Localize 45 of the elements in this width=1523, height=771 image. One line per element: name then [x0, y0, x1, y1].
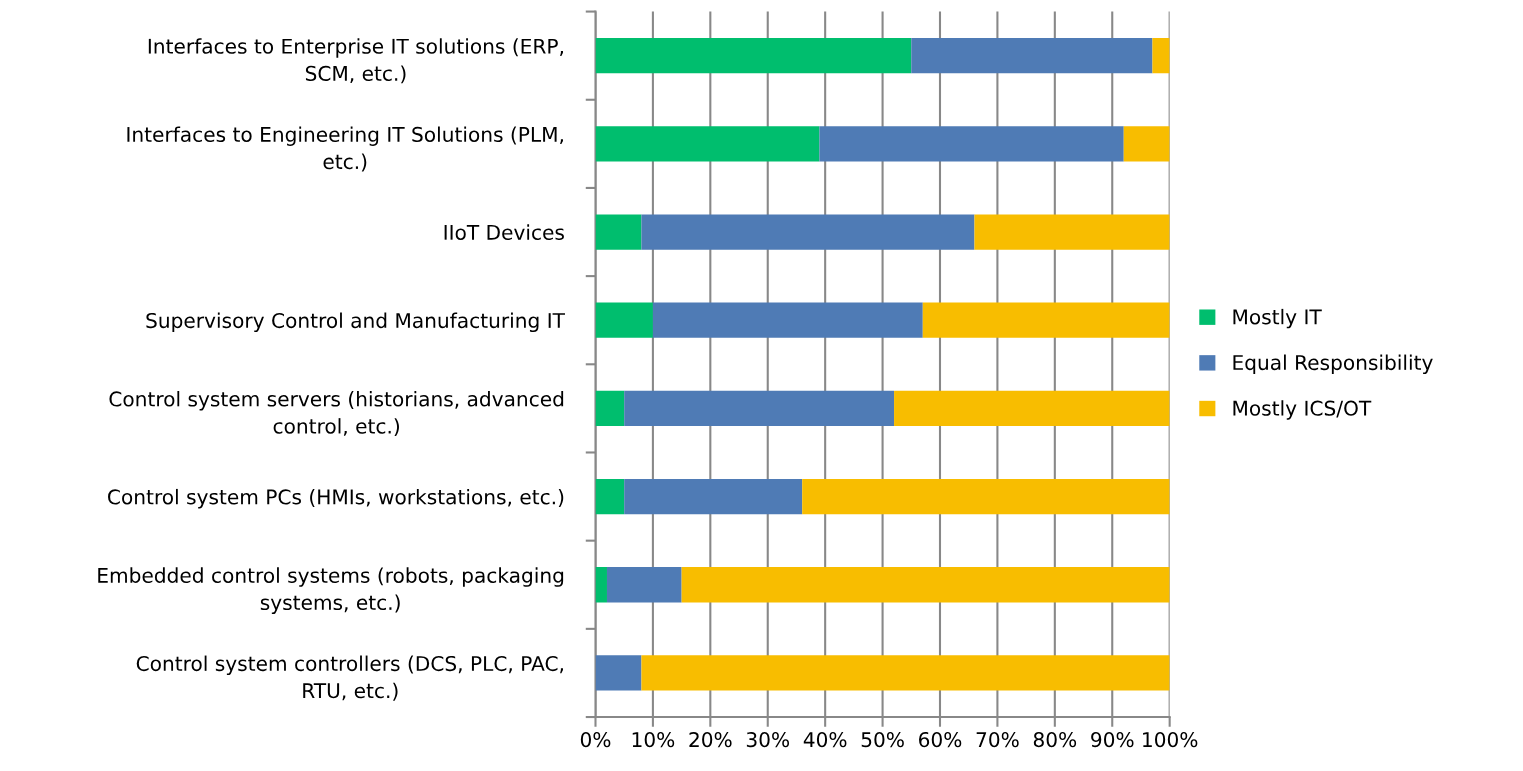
y-tick-label: Interfaces to Enterprise IT solutions (ERP, SCM, etc.) — [148, 38, 563, 84]
x-tick-label: 100% — [1143, 731, 1198, 748]
bar — [1123, 126, 1170, 162]
bar — [595, 567, 607, 603]
bar — [911, 38, 1153, 74]
y-tick-label: Control system PCs (HMIs, workstations, etc.) — [108, 488, 564, 509]
bar — [595, 302, 653, 338]
bar — [1152, 38, 1170, 74]
x-tick-label: 60% — [919, 731, 962, 748]
x-tick-label: 90% — [1091, 731, 1134, 748]
y-tick-label: Interfaces to Engineering IT Solutions (PLM, etc.) — [127, 126, 563, 172]
bar — [595, 38, 912, 74]
bar — [894, 390, 1170, 427]
bar — [595, 126, 820, 162]
bar — [624, 478, 803, 515]
legend-label: Mostly ICS/OT — [1233, 400, 1372, 420]
x-tick-label: 50% — [861, 731, 904, 748]
bar — [819, 126, 1124, 162]
x-tick-label: 20% — [689, 731, 732, 748]
y-tick-label: Control system servers (historians, advanced control, etc.) — [109, 390, 564, 437]
bar — [802, 478, 1170, 515]
bar — [595, 478, 625, 515]
bar — [922, 302, 1170, 338]
x-tick-label: 10% — [632, 731, 675, 748]
legend-label: Equal Responsibility — [1233, 354, 1433, 375]
x-tick-label: 0% — [580, 731, 611, 748]
y-tick-label: Control system controllers (DCS, PLC, PAC, RTU, etc.) — [136, 655, 563, 701]
x-tick-label: 70% — [976, 731, 1019, 748]
bar — [595, 655, 642, 691]
legend-label: Mostly IT — [1233, 308, 1322, 329]
bar — [624, 390, 895, 427]
bar — [641, 214, 975, 250]
bar — [595, 390, 625, 427]
bar — [641, 655, 1170, 691]
bar — [606, 567, 682, 603]
bar — [681, 567, 1170, 603]
y-tick-label: Embedded control systems (robots, packaging systems, etc.) — [98, 567, 564, 614]
y-tick-label: IIoT Devices — [444, 224, 564, 240]
bar — [974, 214, 1170, 250]
x-tick-label: 80% — [1033, 731, 1077, 748]
x-tick-label: 30% — [746, 731, 790, 748]
x-tick-label: 40% — [803, 731, 847, 748]
bar — [652, 302, 923, 338]
bar — [595, 214, 642, 250]
y-tick-label: Supervisory Control and Manufacturing IT — [146, 312, 565, 333]
